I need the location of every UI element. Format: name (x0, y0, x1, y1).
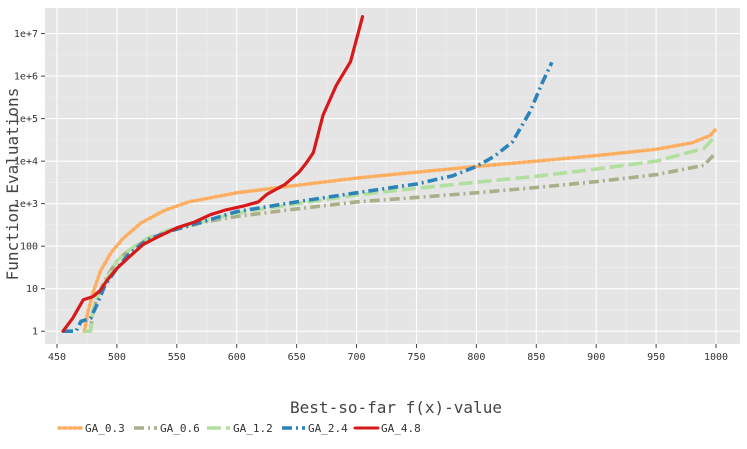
x-tick-label: 750 (407, 352, 425, 363)
x-tick-label: 800 (467, 352, 485, 363)
y-axis-ticks: 1 10 100 1e+3 1e+4 1e+5 1e+6 1e+7 (14, 29, 45, 338)
x-tick-label: 550 (168, 352, 186, 363)
x-tick-label: 900 (587, 352, 605, 363)
x-tick-label: 700 (348, 352, 366, 363)
series-line-ga-4-8 (61, 15, 365, 333)
y-tick-label: 1e+7 (14, 29, 38, 40)
y-tick-label: 1e+4 (14, 157, 38, 168)
y-tick-label: 100 (20, 242, 38, 253)
series-lines (61, 15, 718, 333)
legend-label-ga-0-3: GA_0.3 (85, 422, 125, 435)
series-line-ga-2-4 (62, 61, 554, 333)
x-tick-label: 950 (647, 352, 665, 363)
series-line-ga-0-3 (82, 126, 718, 333)
major-gridlines (45, 8, 740, 344)
y-axis-title: Function Evaluations (3, 88, 22, 281)
x-axis-title: Best-so-far f(x)-value (290, 398, 502, 417)
legend: GA_0.3 GA_0.6 GA_1.2 GA_2.4 GA_4.8 (57, 422, 421, 435)
x-tick-label: 450 (48, 352, 66, 363)
x-tick-label: 850 (527, 352, 545, 363)
x-tick-label: 650 (288, 352, 306, 363)
legend-label-ga-0-6: GA_0.6 (160, 422, 200, 435)
plot-panel (45, 8, 740, 344)
y-tick-label: 10 (26, 284, 38, 295)
y-tick-label: 1e+5 (14, 114, 38, 125)
legend-label-ga-1-2: GA_1.2 (233, 422, 273, 435)
x-tick-label: 500 (108, 352, 126, 363)
minor-gridlines (45, 8, 740, 344)
legend-label-ga-2-4: GA_2.4 (308, 422, 348, 435)
y-tick-label: 1e+6 (14, 72, 38, 83)
x-tick-label: 600 (228, 352, 246, 363)
x-axis-ticks: 450 500 550 600 650 700 750 800 850 900 950 1000 (48, 344, 728, 363)
y-tick-label: 1 (32, 327, 38, 338)
series-line-ga-0-6 (88, 151, 718, 332)
x-tick-label: 1000 (704, 352, 728, 363)
y-tick-label: 1e+3 (14, 199, 38, 210)
legend-label-ga-4-8: GA_4.8 (381, 422, 421, 435)
